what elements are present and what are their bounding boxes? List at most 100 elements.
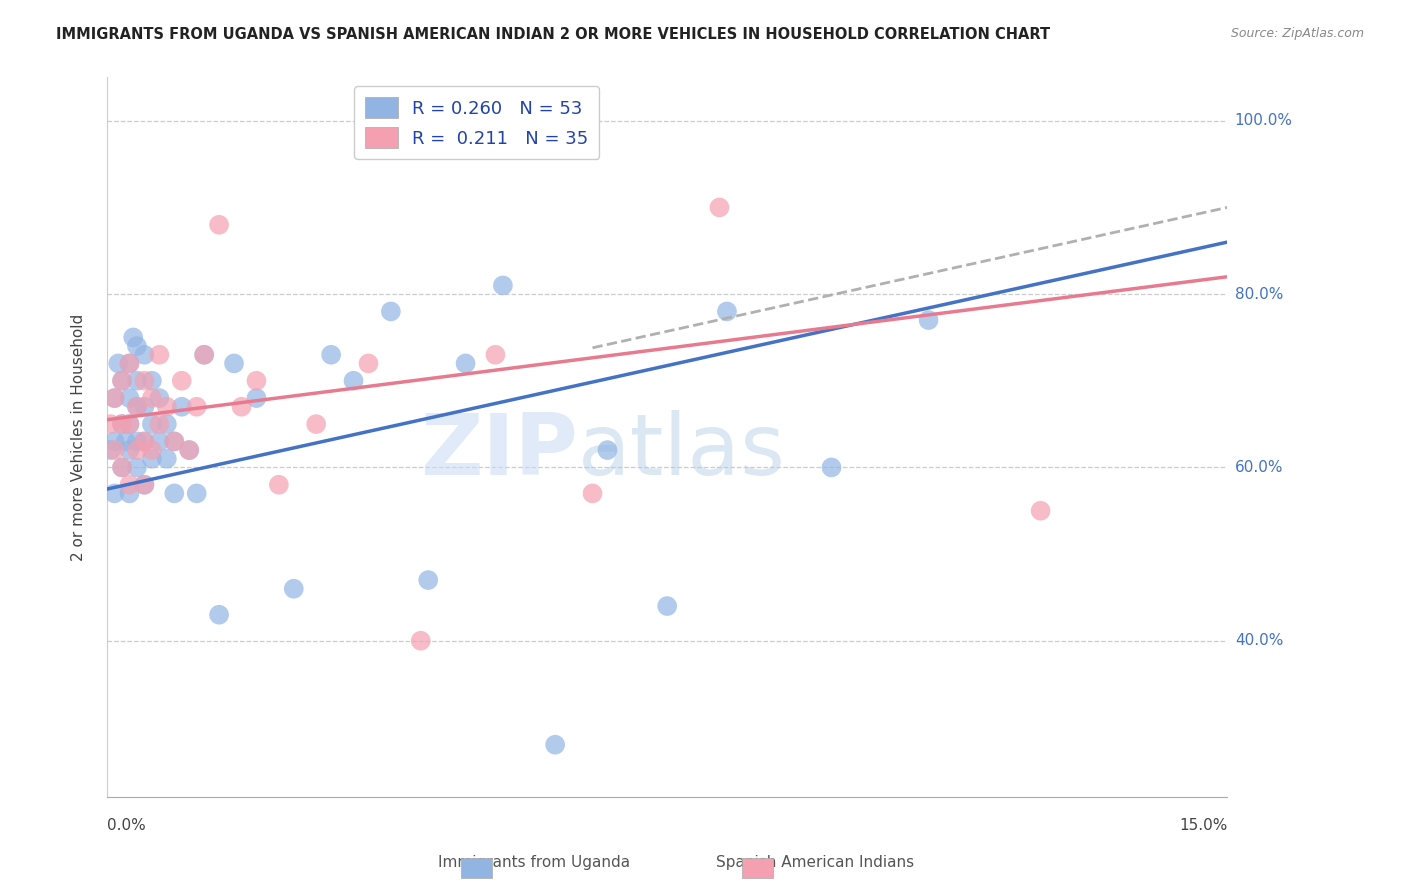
- Text: 0.0%: 0.0%: [107, 818, 146, 833]
- Point: [141, 391, 163, 405]
- Point: [118, 443, 141, 458]
- Point: [917, 313, 939, 327]
- Point: [134, 477, 156, 491]
- Point: [125, 374, 148, 388]
- Point: [125, 443, 148, 458]
- Point: [111, 374, 134, 388]
- Point: [321, 348, 343, 362]
- Point: [245, 374, 267, 388]
- Point: [1029, 504, 1052, 518]
- Point: [118, 356, 141, 370]
- Text: Source: ZipAtlas.com: Source: ZipAtlas.com: [1230, 27, 1364, 40]
- Point: [134, 400, 156, 414]
- Point: [380, 304, 402, 318]
- Point: [267, 477, 290, 491]
- Point: [141, 443, 163, 458]
- Point: [118, 417, 141, 431]
- Point: [418, 573, 440, 587]
- Text: 80.0%: 80.0%: [1234, 286, 1284, 301]
- Point: [245, 391, 267, 405]
- Point: [186, 486, 208, 500]
- Point: [125, 460, 148, 475]
- Point: [163, 486, 186, 500]
- Point: [134, 434, 156, 449]
- Point: [118, 356, 141, 370]
- Point: [111, 417, 134, 431]
- Point: [657, 599, 679, 613]
- Point: [111, 460, 134, 475]
- Point: [208, 607, 231, 622]
- Point: [179, 443, 201, 458]
- Point: [193, 348, 215, 362]
- Text: ZIP: ZIP: [420, 410, 578, 493]
- Point: [222, 356, 245, 370]
- Text: 40.0%: 40.0%: [1234, 633, 1284, 648]
- Point: [231, 400, 253, 414]
- Point: [283, 582, 305, 596]
- Point: [134, 434, 156, 449]
- Text: 60.0%: 60.0%: [1234, 460, 1284, 475]
- Point: [100, 417, 122, 431]
- Text: Spanish American Indians: Spanish American Indians: [717, 855, 914, 870]
- Point: [409, 633, 432, 648]
- Point: [208, 218, 231, 232]
- Point: [114, 434, 136, 449]
- Point: [148, 434, 170, 449]
- Point: [103, 443, 125, 458]
- Point: [716, 304, 738, 318]
- Point: [111, 417, 134, 431]
- Point: [125, 400, 148, 414]
- Point: [305, 417, 328, 431]
- Point: [163, 434, 186, 449]
- Point: [581, 486, 603, 500]
- Point: [709, 201, 731, 215]
- Point: [111, 460, 134, 475]
- Point: [134, 477, 156, 491]
- Point: [125, 434, 148, 449]
- Text: Immigrants from Uganda: Immigrants from Uganda: [439, 855, 630, 870]
- Point: [544, 738, 567, 752]
- Point: [118, 417, 141, 431]
- Point: [125, 400, 148, 414]
- Point: [111, 374, 134, 388]
- Point: [125, 339, 148, 353]
- Point: [820, 460, 842, 475]
- Point: [122, 330, 145, 344]
- Point: [156, 400, 179, 414]
- Text: atlas: atlas: [578, 410, 786, 493]
- Text: 15.0%: 15.0%: [1180, 818, 1227, 833]
- Point: [170, 400, 193, 414]
- Point: [141, 374, 163, 388]
- Point: [484, 348, 506, 362]
- Point: [141, 417, 163, 431]
- Point: [134, 348, 156, 362]
- Point: [141, 451, 163, 466]
- Point: [103, 434, 125, 449]
- Point: [193, 348, 215, 362]
- Point: [103, 391, 125, 405]
- Text: IMMIGRANTS FROM UGANDA VS SPANISH AMERICAN INDIAN 2 OR MORE VEHICLES IN HOUSEHOL: IMMIGRANTS FROM UGANDA VS SPANISH AMERIC…: [56, 27, 1050, 42]
- Point: [134, 374, 156, 388]
- Point: [163, 434, 186, 449]
- Point: [170, 374, 193, 388]
- Point: [357, 356, 380, 370]
- Point: [596, 443, 619, 458]
- Point: [342, 374, 364, 388]
- Point: [100, 443, 122, 458]
- Point: [492, 278, 515, 293]
- Point: [118, 391, 141, 405]
- Point: [148, 391, 170, 405]
- Point: [118, 486, 141, 500]
- Point: [148, 348, 170, 362]
- Y-axis label: 2 or more Vehicles in Household: 2 or more Vehicles in Household: [72, 313, 86, 561]
- Point: [179, 443, 201, 458]
- Point: [107, 356, 129, 370]
- Point: [156, 417, 179, 431]
- Point: [156, 451, 179, 466]
- Point: [103, 391, 125, 405]
- Point: [118, 477, 141, 491]
- Text: 100.0%: 100.0%: [1234, 113, 1292, 128]
- Point: [103, 486, 125, 500]
- Point: [454, 356, 477, 370]
- Point: [186, 400, 208, 414]
